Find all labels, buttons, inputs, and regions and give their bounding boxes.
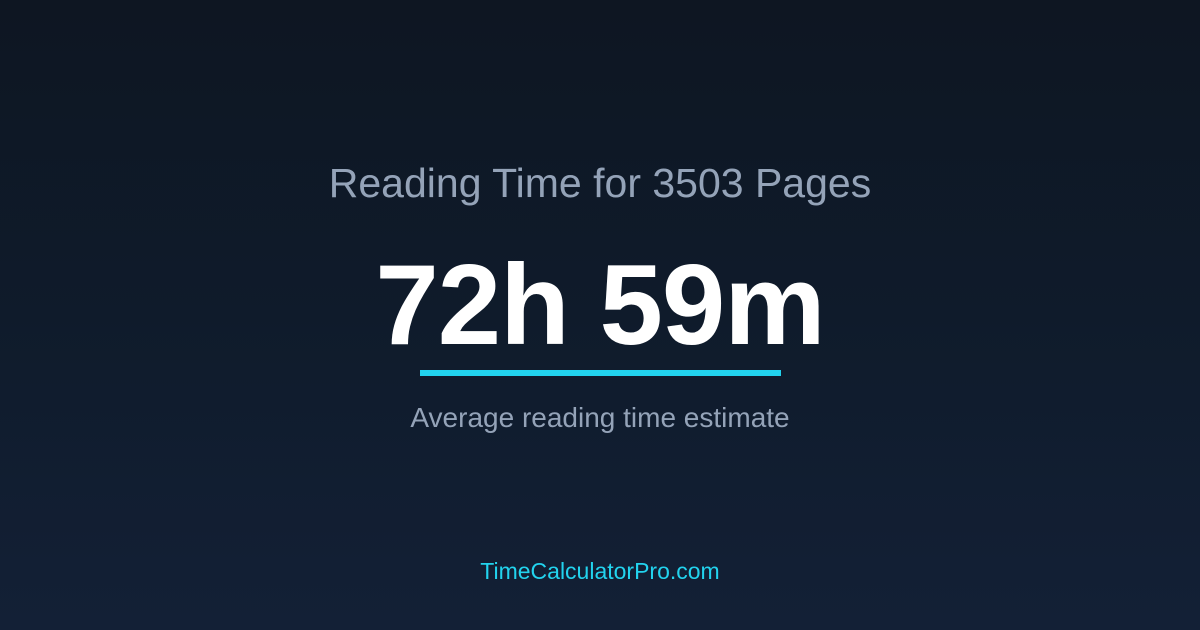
reading-time-value: 72h 59m bbox=[375, 242, 825, 369]
subtitle: Average reading time estimate bbox=[410, 402, 790, 433]
accent-divider bbox=[420, 370, 781, 376]
site-brand: TimeCalculatorPro.com bbox=[480, 558, 720, 584]
page-title: Reading Time for 3503 Pages bbox=[328, 160, 872, 206]
